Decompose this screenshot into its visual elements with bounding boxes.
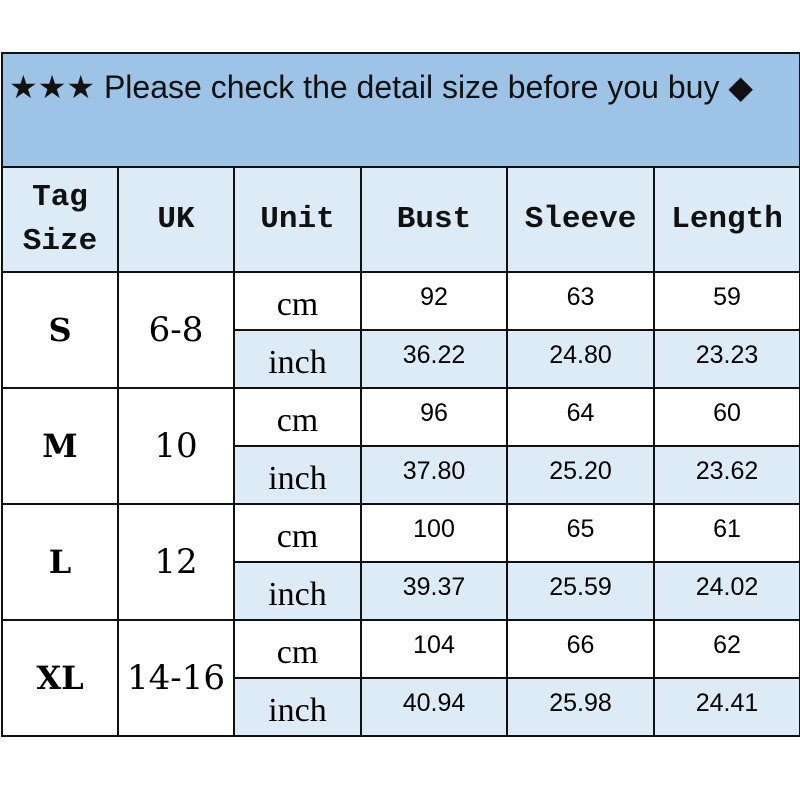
uk-size-cell: 14-16 xyxy=(117,619,235,737)
length-value: 62 xyxy=(713,630,741,659)
unit-label: inch xyxy=(268,576,327,613)
header-sleeve: Sleeve xyxy=(506,166,655,273)
length-value: 24.41 xyxy=(695,688,759,717)
unit-cell: inch xyxy=(233,445,362,505)
tag-size-cell: XL xyxy=(1,619,119,737)
unit-label: inch xyxy=(268,692,327,729)
table-row: inch 39.37 25.59 24.02 xyxy=(2,561,800,621)
sleeve-cell: 25.98 xyxy=(506,677,655,737)
bust-cell: 39.37 xyxy=(360,561,508,621)
sleeve-cell: 24.80 xyxy=(506,329,655,389)
table-row: XL 14-16 cm 104 66 62 xyxy=(1,619,800,737)
bust-cell: 100 xyxy=(360,503,508,563)
bust-value: 96 xyxy=(420,398,448,427)
length-cell: 23.23 xyxy=(652,329,800,389)
unit-cell: inch xyxy=(233,561,362,621)
length-cell: 24.02 xyxy=(652,561,800,621)
tag-size-cell: L xyxy=(1,503,119,621)
length-value: 23.23 xyxy=(695,340,759,369)
bust-value: 37.80 xyxy=(402,456,466,485)
sleeve-value: 66 xyxy=(566,630,595,659)
unit-cell: cm xyxy=(233,503,362,563)
bust-cell: 92 xyxy=(360,271,508,331)
sleeve-cell: 66 xyxy=(506,619,655,679)
sleeve-value: 64 xyxy=(566,398,595,427)
sleeve-value: 24.80 xyxy=(549,340,612,369)
length-cell: 59 xyxy=(652,271,800,331)
sleeve-cell: 25.59 xyxy=(506,561,655,621)
length-cell: 60 xyxy=(652,387,800,447)
table-row: inch 40.94 25.98 24.41 xyxy=(2,677,800,737)
header-bust: Bust xyxy=(360,166,508,273)
bust-value: 40.94 xyxy=(402,688,466,717)
table-row: inch 36.22 24.80 23.23 xyxy=(2,329,800,389)
header-unit: Unit xyxy=(233,166,362,273)
length-cell: 61 xyxy=(652,503,800,563)
length-cell: 62 xyxy=(652,619,800,679)
table-row: M 10 cm 96 64 60 xyxy=(1,387,800,505)
length-value: 24.02 xyxy=(695,572,759,601)
bust-cell: 96 xyxy=(360,387,508,447)
sleeve-value: 65 xyxy=(566,514,595,543)
tag-size-cell: S xyxy=(1,271,119,389)
bust-value: 39.37 xyxy=(402,572,466,601)
unit-label: cm xyxy=(276,286,319,323)
sleeve-cell: 63 xyxy=(506,271,655,331)
bust-value: 36.22 xyxy=(402,340,466,369)
sleeve-value: 63 xyxy=(566,282,595,311)
unit-label: inch xyxy=(268,460,327,497)
table-row: inch 37.80 25.20 23.62 xyxy=(2,445,800,505)
length-value: 61 xyxy=(713,514,741,543)
header-length: Length xyxy=(652,166,800,273)
length-cell: 23.62 xyxy=(652,445,800,505)
sleeve-cell: 64 xyxy=(506,387,655,447)
bust-cell: 36.22 xyxy=(360,329,508,389)
size-chart-table: ★★★ Please check the detail size before … xyxy=(0,52,800,737)
sleeve-value: 25.98 xyxy=(549,688,612,717)
bust-cell: 104 xyxy=(360,619,508,679)
unit-cell: cm xyxy=(233,387,362,447)
uk-size-cell: 10 xyxy=(117,387,235,505)
unit-label: cm xyxy=(276,634,319,671)
bust-value: 92 xyxy=(420,282,448,311)
unit-cell: cm xyxy=(233,271,362,331)
length-cell: 24.41 xyxy=(652,677,800,737)
uk-size-cell: 12 xyxy=(117,503,235,621)
sleeve-value: 25.20 xyxy=(549,456,612,485)
sleeve-cell: 65 xyxy=(506,503,655,563)
bust-value: 100 xyxy=(413,514,455,543)
length-value: 59 xyxy=(713,282,741,311)
table-row: S 6-8 cm 92 63 59 xyxy=(1,271,800,389)
bust-cell: 40.94 xyxy=(360,677,508,737)
uk-size-cell: 6-8 xyxy=(117,271,235,389)
bust-cell: 37.80 xyxy=(360,445,508,505)
unit-label: inch xyxy=(268,344,327,381)
unit-cell: inch xyxy=(233,329,362,389)
unit-label: cm xyxy=(276,402,319,439)
unit-cell: inch xyxy=(233,677,362,737)
header-uk: UK xyxy=(117,166,235,273)
length-value: 23.62 xyxy=(695,456,759,485)
sleeve-value: 25.59 xyxy=(549,572,612,601)
unit-cell: cm xyxy=(233,619,362,679)
bust-value: 104 xyxy=(413,630,455,659)
unit-label: cm xyxy=(276,518,319,555)
sleeve-cell: 25.20 xyxy=(506,445,655,505)
table-row: L 12 cm 100 65 61 xyxy=(1,503,800,621)
size-notice-title: ★★★ Please check the detail size before … xyxy=(0,52,800,168)
tag-size-cell: M xyxy=(1,387,119,505)
header-tag-size: Tag Size xyxy=(1,166,119,273)
length-value: 60 xyxy=(713,398,741,427)
